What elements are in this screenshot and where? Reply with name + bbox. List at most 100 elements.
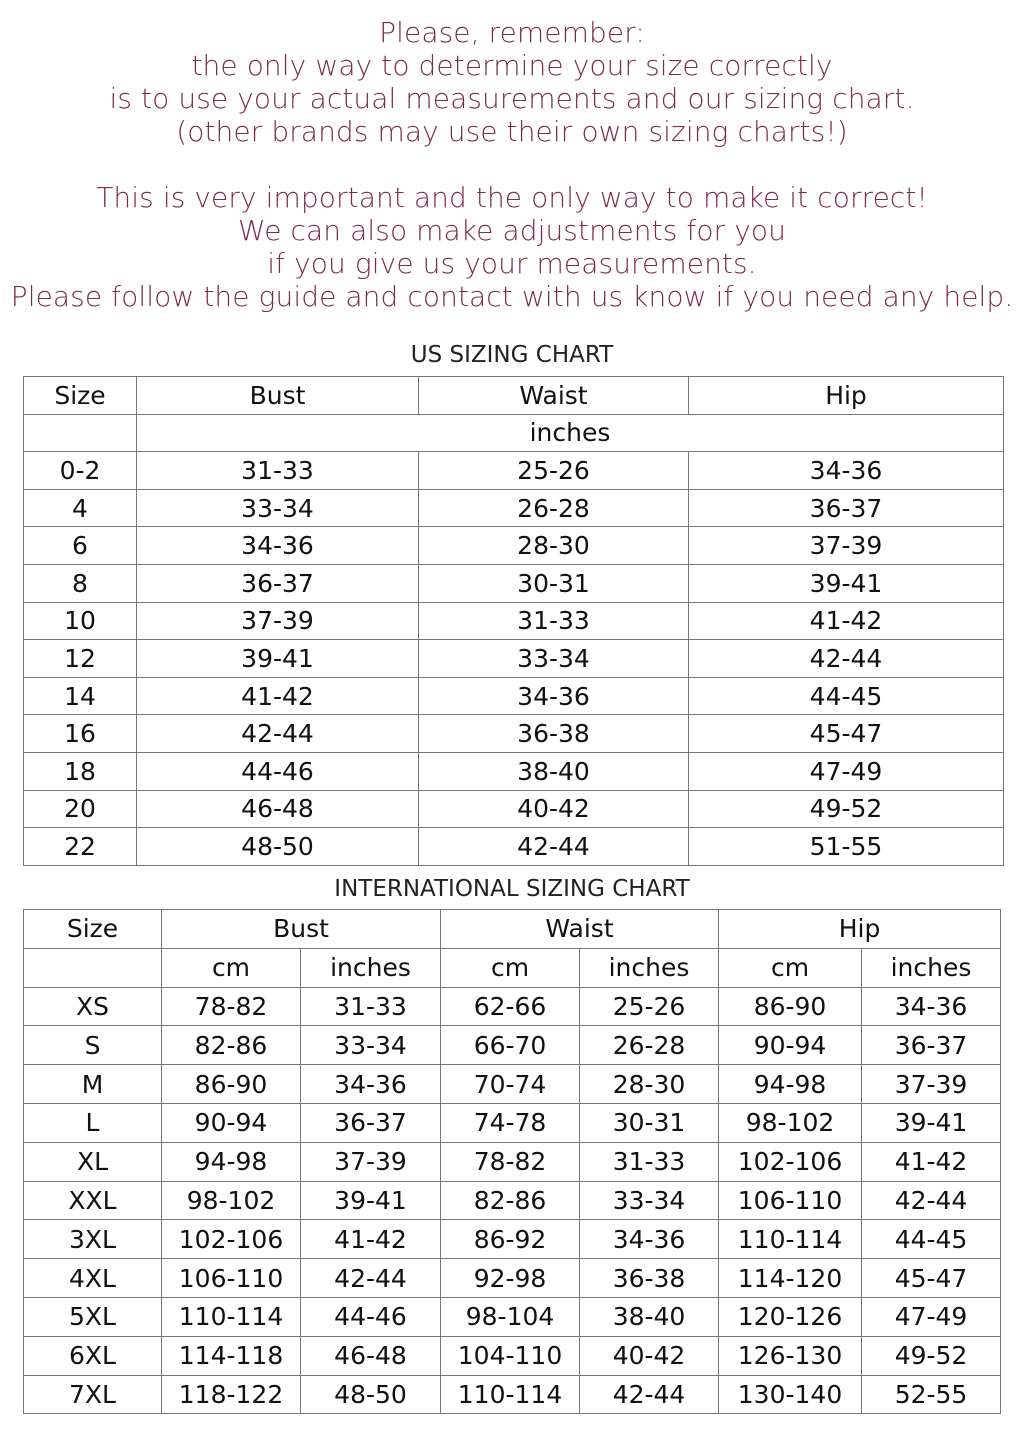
measurement-cell: 47-49: [861, 1296, 1002, 1337]
notice-line: We can also make adjustments for you: [238, 214, 786, 247]
measurement-cell: 94-98: [161, 1141, 301, 1182]
measurement-cell: 106-110: [718, 1180, 863, 1221]
table-row: 3XL 102-106 41-42 86-92 34-36 110-114 44-45: [23, 1219, 1002, 1260]
size-cell: 16: [23, 714, 137, 753]
measurement-cell: 45-47: [688, 714, 1004, 753]
measurement-cell: 44-46: [136, 751, 419, 791]
size-cell: 4XL: [23, 1258, 162, 1298]
header-size: Size: [23, 909, 162, 949]
table-row: 5XL 110-114 44-46 98-104 38-40 120-126 47-49: [23, 1296, 1002, 1337]
table-row: S 82-86 33-34 66-70 26-28 90-94 36-37: [23, 1025, 1002, 1066]
measurement-cell: 98-102: [718, 1102, 863, 1143]
measurement-cell: 40-42: [418, 789, 689, 829]
table-row: 4XL 106-110 42-44 92-98 36-38 114-120 45-47: [23, 1258, 1002, 1298]
measurement-cell: 41-42: [299, 1219, 442, 1260]
size-cell: 6XL: [23, 1335, 162, 1376]
measurement-cell: 74-78: [440, 1102, 581, 1143]
unit-row: inches: [23, 413, 1004, 453]
size-cell: 12: [23, 639, 137, 678]
header-bust: Bust: [136, 376, 419, 415]
unit-label: cm: [161, 947, 301, 988]
size-cell: S: [23, 1025, 162, 1066]
measurement-cell: 78-82: [161, 986, 301, 1027]
measurement-cell: 45-47: [861, 1258, 1002, 1298]
notice-line: This is very important and the only way …: [96, 181, 928, 214]
measurement-cell: 70-74: [440, 1064, 581, 1104]
measurement-cell: 36-37: [136, 563, 419, 603]
measurement-cell: 37-39: [299, 1141, 442, 1182]
measurement-cell: 51-55: [688, 827, 1004, 866]
table-row: 16 42-44 36-38 45-47: [23, 714, 1004, 753]
unit-row: cm inches cm inches cm inches: [23, 947, 1002, 988]
measurement-cell: 25-26: [579, 986, 720, 1027]
size-cell: 8: [23, 563, 137, 603]
measurement-cell: 33-34: [136, 488, 419, 528]
measurement-cell: 42-44: [579, 1374, 720, 1415]
header-waist: Waist: [440, 909, 720, 949]
measurement-cell: 34-36: [861, 986, 1002, 1027]
measurement-cell: 102-106: [718, 1141, 863, 1182]
measurement-cell: 48-50: [136, 827, 419, 866]
measurement-cell: 110-114: [718, 1219, 863, 1260]
size-cell: 3XL: [23, 1219, 162, 1260]
size-cell: 22: [23, 827, 137, 866]
table-row: 12 39-41 33-34 42-44: [23, 639, 1004, 678]
measurement-cell: 41-42: [861, 1141, 1002, 1182]
table-row: 22 48-50 42-44 51-55: [23, 827, 1004, 866]
measurement-cell: 82-86: [440, 1180, 581, 1221]
size-cell: 20: [23, 789, 137, 829]
measurement-cell: 42-44: [136, 714, 419, 753]
measurement-cell: 118-122: [161, 1374, 301, 1415]
unit-label: inches: [299, 947, 442, 988]
notice-line: is to use your actual measurements and o…: [109, 82, 915, 115]
measurement-cell: 86-90: [718, 986, 863, 1027]
measurement-cell: 49-52: [861, 1335, 1002, 1376]
notice-line: (other brands may use their own sizing c…: [176, 115, 848, 148]
measurement-cell: 44-45: [688, 676, 1004, 716]
measurement-cell: 30-31: [418, 563, 689, 603]
header-bust: Bust: [160, 909, 442, 949]
table-row: 0-2 31-33 25-26 34-36: [23, 451, 1004, 490]
size-cell: 6: [23, 526, 137, 565]
measurement-cell: 31-33: [299, 986, 442, 1027]
measurement-cell: 86-90: [161, 1064, 301, 1104]
measurement-cell: 28-30: [579, 1064, 720, 1104]
measurement-cell: 92-98: [440, 1258, 581, 1298]
measurement-cell: 34-36: [136, 526, 419, 565]
measurement-cell: 49-52: [688, 789, 1004, 829]
measurement-cell: 41-42: [688, 601, 1004, 641]
measurement-cell: 36-37: [299, 1102, 442, 1143]
header-waist: Waist: [418, 376, 689, 415]
sizing-notice: Please, remember: the only way to determi…: [0, 16, 1024, 313]
measurement-cell: 110-114: [161, 1296, 301, 1337]
measurement-cell: 40-42: [579, 1335, 720, 1376]
unit-label: inches: [136, 413, 1004, 453]
measurement-cell: 26-28: [418, 488, 689, 528]
measurement-cell: 36-37: [688, 488, 1004, 528]
us-sizing-table: Size Bust Waist Hip inches 0-2 31-33 25-26…: [23, 376, 1004, 866]
size-cell: 4: [23, 488, 137, 528]
measurement-cell: 48-50: [299, 1374, 442, 1415]
size-cell: XS: [23, 986, 162, 1027]
intl-chart-title: INTERNATIONAL SIZING CHART: [334, 876, 690, 902]
table-row: 4 33-34 26-28 36-37: [23, 488, 1004, 528]
measurement-cell: 130-140: [718, 1374, 863, 1415]
measurement-cell: 86-92: [440, 1219, 581, 1260]
size-cell: 14: [23, 676, 137, 716]
measurement-cell: 30-31: [579, 1102, 720, 1143]
measurement-cell: 38-40: [418, 751, 689, 791]
unit-label: cm: [718, 947, 863, 988]
unit-label: cm: [440, 947, 581, 988]
measurement-cell: 37-39: [688, 526, 1004, 565]
unit-label: inches: [579, 947, 720, 988]
size-cell: 0-2: [23, 451, 137, 490]
measurement-cell: 34-36: [579, 1219, 720, 1260]
table-row: 7XL 118-122 48-50 110-114 42-44 130-140 52-55: [23, 1374, 1002, 1415]
table-row: 10 37-39 31-33 41-42: [23, 601, 1004, 641]
notice-line: the only way to determine your size corr…: [191, 49, 833, 82]
header-hip: Hip: [718, 909, 1002, 949]
measurement-cell: 41-42: [136, 676, 419, 716]
measurement-cell: 31-33: [418, 601, 689, 641]
measurement-cell: 38-40: [579, 1296, 720, 1337]
table-row: 6XL 114-118 46-48 104-110 40-42 126-130 49-52: [23, 1335, 1002, 1376]
